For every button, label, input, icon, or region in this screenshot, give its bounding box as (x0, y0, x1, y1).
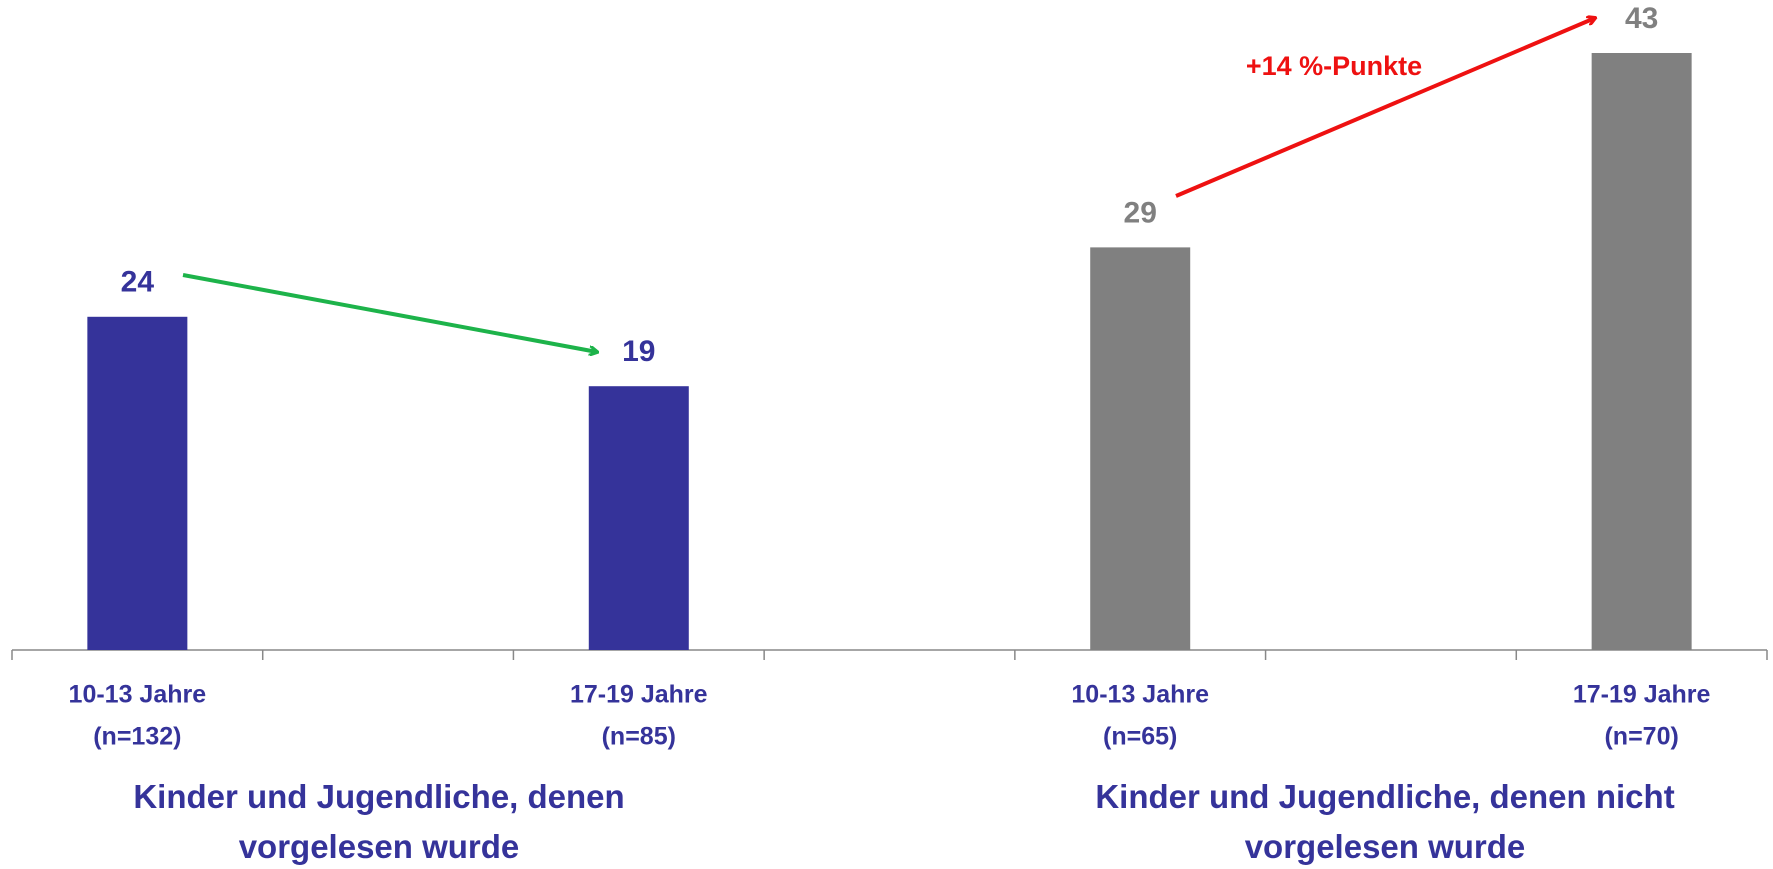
value-label: 19 (622, 335, 655, 368)
bar (87, 316, 188, 650)
x-tick-label: 10-13 Jahre (69, 681, 207, 709)
value-label: 43 (1625, 2, 1658, 35)
trend-arrow (182, 273, 597, 352)
sample-size: (n=65) (1103, 723, 1177, 751)
x-tick-label: 17-19 Jahre (1573, 681, 1711, 709)
group-label: Kinder und Jugendliche, denen nicht vorg… (1095, 778, 1675, 865)
group-label: Kinder und Jugendliche, denen vorgelesen… (133, 778, 625, 865)
bar (588, 386, 689, 650)
bar (1090, 247, 1191, 651)
x-tick-label: 17-19 Jahre (570, 681, 708, 709)
sample-size: (n=85) (602, 723, 676, 751)
sample-size: (n=132) (93, 723, 181, 751)
value-label: 24 (121, 266, 155, 299)
trend-arrow (1175, 18, 1595, 198)
sample-size: (n=70) (1604, 723, 1678, 751)
annotation: +14 %-Punkte (1246, 51, 1422, 81)
value-label: 29 (1124, 196, 1157, 229)
x-tick-label: 10-13 Jahre (1071, 681, 1209, 709)
bar (1591, 53, 1692, 650)
